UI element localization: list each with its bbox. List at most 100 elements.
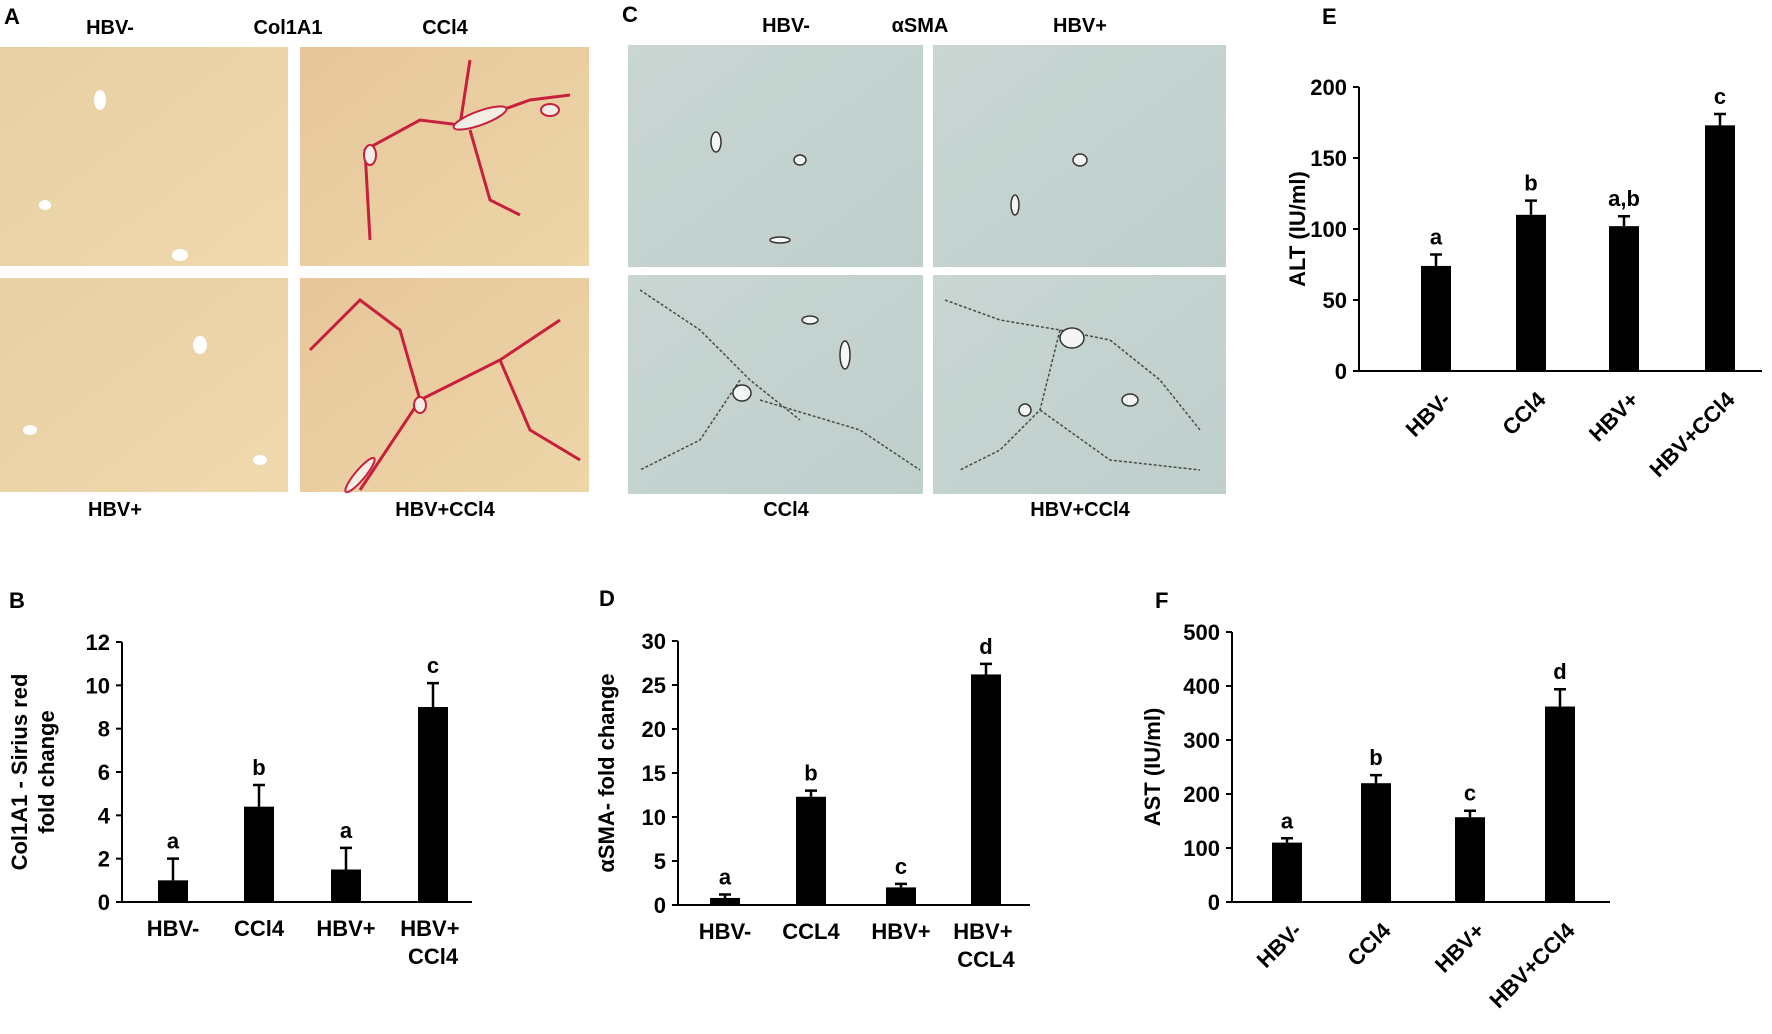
x-tick-line: HBV+ — [400, 916, 465, 941]
x-tick-label: HBV+ CCl4 — [400, 916, 465, 969]
x-tick-line: HBV+ — [316, 916, 375, 941]
y-tick-label: 100 — [1310, 217, 1347, 242]
y-tick-label: 15 — [642, 761, 666, 786]
bar — [331, 869, 361, 902]
bar — [886, 887, 916, 905]
error-bar — [1281, 837, 1293, 843]
x-tick-line: HBV+ — [871, 919, 930, 944]
significance-label: c — [895, 854, 907, 879]
image — [300, 278, 589, 492]
x-tick-label: CCl4 — [1342, 917, 1396, 971]
x-tick-label: HBV- — [147, 916, 200, 941]
y-tick-label: 10 — [642, 805, 666, 830]
image-label: HBV- — [762, 15, 810, 37]
x-tick-line: CCl4 — [234, 916, 285, 941]
x-tick-label: HBV+ — [1430, 918, 1490, 978]
x-tick-line: CCL4 — [782, 919, 840, 944]
x-tick-label: HBV+ — [871, 919, 930, 944]
image — [300, 47, 589, 266]
y-tick-label: 400 — [1183, 674, 1220, 699]
y-tick-label: 0 — [98, 890, 110, 915]
y-tick-label: 2 — [98, 847, 110, 872]
image — [0, 47, 288, 266]
error-bar — [1430, 253, 1442, 266]
bar — [1455, 817, 1485, 902]
y-tick-label: 12 — [86, 630, 110, 655]
bar — [244, 806, 274, 902]
bar — [1609, 226, 1639, 371]
y-tick-label: 4 — [98, 803, 111, 828]
significance-label: d — [979, 634, 992, 659]
x-tick-line: HBV+ — [953, 919, 1018, 944]
significance-label: a — [719, 864, 732, 889]
image-label: HBV+ — [88, 499, 142, 521]
error-bar — [253, 783, 265, 807]
significance-label: c — [1464, 781, 1476, 806]
vessels — [344, 103, 560, 494]
y-axis-label: αSMA- fold change — [594, 673, 619, 872]
x-tick-label: HBV- — [699, 919, 752, 944]
image-label: αSMA — [892, 15, 949, 37]
y-tick-label: 500 — [1183, 620, 1220, 645]
y-tick-label: 0 — [1208, 890, 1220, 915]
significance-label: b — [252, 755, 265, 780]
significance-label: a — [1281, 808, 1294, 833]
error-bar — [895, 882, 907, 888]
significance-label: a — [340, 818, 353, 843]
significance-label: b — [1524, 171, 1537, 196]
bar — [796, 796, 826, 905]
bar — [418, 707, 448, 902]
panel-letter: D — [599, 586, 615, 611]
vessels — [710, 131, 1139, 417]
x-tick-label: HBV- — [1401, 387, 1456, 442]
y-tick-label: 200 — [1183, 782, 1220, 807]
significance-label: a,b — [1608, 186, 1640, 211]
error-bar — [1525, 199, 1537, 215]
significance-label: c — [427, 653, 439, 678]
image-label: CCl4 — [763, 499, 809, 521]
y-tick-label: 0 — [654, 893, 666, 918]
x-tick-line: CCL4 — [957, 947, 1015, 972]
bar — [710, 897, 740, 905]
y-tick-label: 20 — [642, 717, 666, 742]
panel-letter: E — [1322, 4, 1337, 29]
y-tick-label: 10 — [86, 673, 110, 698]
image-label: Col1A1 — [254, 17, 323, 39]
x-tick-line: HBV- — [147, 916, 200, 941]
error-bar — [805, 789, 817, 797]
image — [628, 45, 923, 267]
significance-label: a — [1430, 225, 1443, 250]
panel-letter: C — [622, 2, 638, 27]
image — [628, 275, 923, 494]
x-tick-label: CCL4 — [782, 919, 840, 944]
image-label: HBV+ — [1053, 15, 1107, 37]
image — [0, 278, 288, 492]
significance-label: b — [1369, 745, 1382, 770]
panel-letter: B — [9, 588, 25, 613]
image-label: HBV+CCl4 — [395, 499, 495, 521]
y-tick-label: 0 — [1335, 359, 1347, 384]
y-axis-label: Col1A1 - Sirius red — [7, 674, 32, 871]
y-tick-label: 200 — [1310, 75, 1347, 100]
error-bar — [1554, 687, 1566, 707]
bar — [158, 880, 188, 902]
y-tick-label: 6 — [98, 760, 110, 785]
panel-letter: F — [1155, 588, 1168, 613]
bar — [1516, 214, 1546, 371]
significance-label: a — [167, 829, 180, 854]
x-tick-label: HBV- — [1252, 918, 1307, 973]
x-tick-label: HBV+ CCL4 — [953, 919, 1018, 972]
y-axis-label: fold change — [34, 710, 59, 833]
x-tick-label: CCl4 — [1497, 386, 1551, 440]
x-tick-label: HBV+CCl4 — [1644, 386, 1740, 482]
y-tick-label: 100 — [1183, 836, 1220, 861]
x-tick-label: HBV+ — [316, 916, 375, 941]
y-axis-label: ALT (IU/ml) — [1285, 171, 1310, 287]
error-bar — [980, 662, 992, 675]
bar — [1705, 125, 1735, 371]
bar — [1361, 783, 1391, 902]
x-tick-label: CCl4 — [234, 916, 285, 941]
micrograph-a — [0, 47, 589, 494]
error-bar — [719, 893, 731, 898]
image-label: CCl4 — [422, 17, 468, 39]
